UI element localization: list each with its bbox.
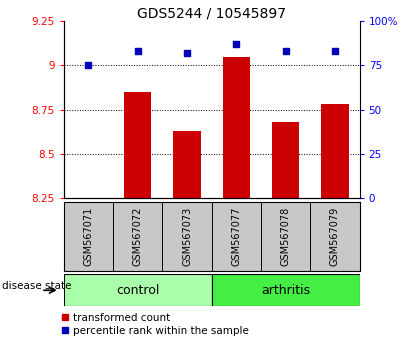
Point: [134, 48, 141, 54]
Text: disease state: disease state: [2, 281, 72, 291]
Legend: transformed count, percentile rank within the sample: transformed count, percentile rank withi…: [61, 313, 249, 336]
Text: GSM567073: GSM567073: [182, 207, 192, 266]
Bar: [212, 274, 360, 306]
Bar: [64, 274, 212, 306]
Text: GSM567071: GSM567071: [83, 207, 93, 266]
Point: [85, 63, 92, 68]
Point: [282, 48, 289, 54]
Text: GSM567077: GSM567077: [231, 207, 241, 266]
Text: GSM567072: GSM567072: [133, 207, 143, 266]
Text: GSM567078: GSM567078: [281, 207, 291, 266]
Text: control: control: [116, 284, 159, 297]
Text: arthritis: arthritis: [261, 284, 310, 297]
Bar: [223, 57, 250, 198]
Point: [332, 48, 338, 54]
Point: [233, 41, 240, 47]
Bar: [124, 92, 151, 198]
Bar: [272, 122, 299, 198]
Title: GDS5244 / 10545897: GDS5244 / 10545897: [137, 6, 286, 20]
Bar: [321, 104, 349, 198]
Text: GSM567079: GSM567079: [330, 207, 340, 266]
Bar: [173, 131, 201, 198]
Point: [184, 50, 190, 56]
